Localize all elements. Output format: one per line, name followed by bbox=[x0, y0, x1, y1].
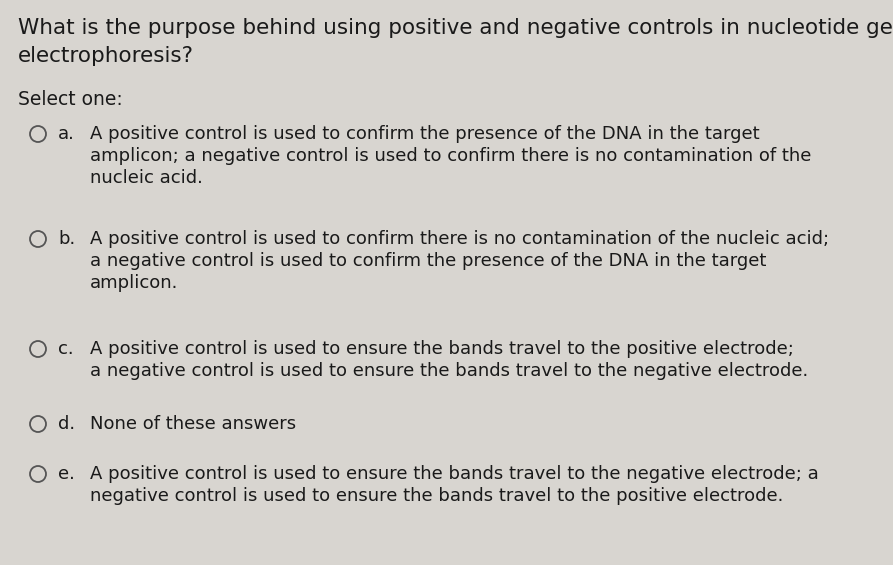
Text: amplicon; a negative control is used to confirm there is no contamination of the: amplicon; a negative control is used to … bbox=[90, 147, 812, 165]
Text: c.: c. bbox=[58, 340, 73, 358]
Text: d.: d. bbox=[58, 415, 75, 433]
Text: A positive control is used to confirm there is no contamination of the nucleic a: A positive control is used to confirm th… bbox=[90, 230, 829, 248]
Text: A positive control is used to ensure the bands travel to the positive electrode;: A positive control is used to ensure the… bbox=[90, 340, 794, 358]
Text: None of these answers: None of these answers bbox=[90, 415, 296, 433]
Text: amplicon.: amplicon. bbox=[90, 274, 179, 292]
Text: a negative control is used to ensure the bands travel to the negative electrode.: a negative control is used to ensure the… bbox=[90, 362, 808, 380]
Text: a negative control is used to confirm the presence of the DNA in the target: a negative control is used to confirm th… bbox=[90, 252, 766, 270]
Text: a.: a. bbox=[58, 125, 75, 143]
Text: negative control is used to ensure the bands travel to the positive electrode.: negative control is used to ensure the b… bbox=[90, 487, 783, 505]
Text: e.: e. bbox=[58, 465, 75, 483]
Text: A positive control is used to confirm the presence of the DNA in the target: A positive control is used to confirm th… bbox=[90, 125, 760, 143]
Text: b.: b. bbox=[58, 230, 75, 248]
Text: What is the purpose behind using positive and negative controls in nucleotide ge: What is the purpose behind using positiv… bbox=[18, 18, 893, 38]
Text: Select one:: Select one: bbox=[18, 90, 122, 109]
Text: electrophoresis?: electrophoresis? bbox=[18, 46, 194, 66]
Text: nucleic acid.: nucleic acid. bbox=[90, 169, 203, 187]
Text: A positive control is used to ensure the bands travel to the negative electrode;: A positive control is used to ensure the… bbox=[90, 465, 819, 483]
